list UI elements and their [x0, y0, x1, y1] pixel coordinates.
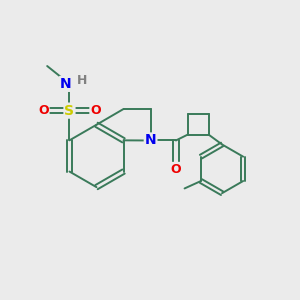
Text: O: O — [170, 163, 181, 176]
Text: O: O — [38, 104, 49, 117]
Text: H: H — [77, 74, 87, 87]
Text: S: S — [64, 103, 74, 118]
Text: N: N — [60, 77, 72, 91]
Text: O: O — [90, 104, 101, 117]
Text: N: N — [145, 134, 156, 148]
